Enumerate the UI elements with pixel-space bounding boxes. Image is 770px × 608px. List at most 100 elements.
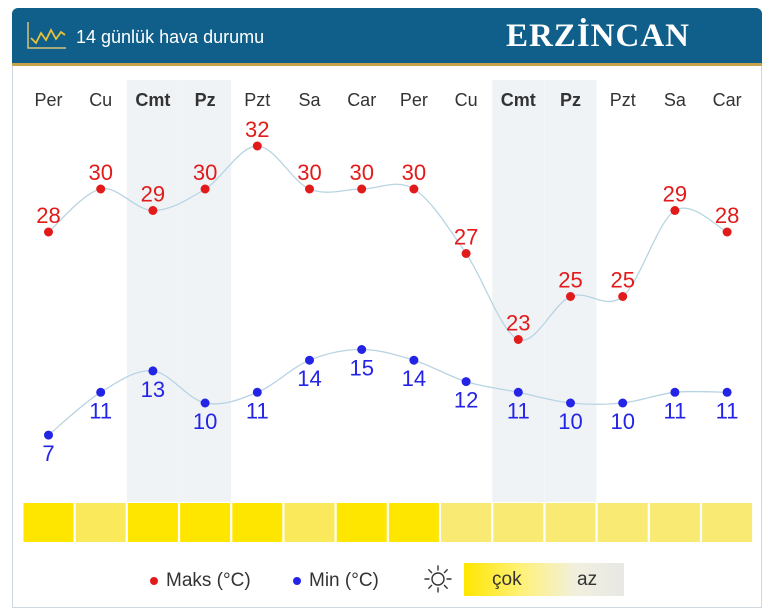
day-label: Per (34, 90, 62, 110)
day-label: Cmt (135, 90, 170, 110)
sunshine-cell (649, 503, 700, 542)
day-label: Pz (195, 90, 216, 110)
min-value-label: 14 (297, 366, 321, 391)
min-value-label: 13 (141, 377, 165, 402)
max-point (252, 141, 262, 151)
max-value-label: 28 (715, 203, 739, 228)
max-point (409, 184, 419, 194)
forecast-title: 14 günlük hava durumu (76, 27, 265, 47)
legend-min: Min (°C) (293, 570, 379, 592)
day-label: Pz (560, 90, 581, 110)
max-value-label: 30 (193, 160, 217, 185)
min-point (513, 387, 523, 397)
max-value-label: 28 (36, 203, 60, 228)
sunshine-cell (493, 503, 544, 542)
max-point (461, 249, 471, 258)
min-value-label: 7 (42, 441, 54, 466)
max-value-label: 30 (297, 160, 321, 185)
sunshine-cell (336, 503, 387, 542)
day-label: Pzt (244, 90, 270, 110)
max-point (96, 184, 106, 194)
min-point (200, 398, 210, 408)
scale-label-high: çok (492, 569, 522, 590)
sunshine-cell (23, 503, 74, 542)
sun-icon (424, 565, 452, 593)
min-value-label: 11 (507, 398, 530, 423)
sunshine-cell (702, 503, 753, 542)
min-point (148, 366, 158, 376)
max-value-label: 30 (402, 160, 426, 185)
min-point (252, 387, 262, 397)
weekend-column (544, 80, 597, 502)
legend-max-marker (150, 577, 158, 585)
sunshine-cell (284, 503, 335, 542)
city-name: ERZİNCAN (505, 18, 690, 54)
max-value-label: 25 (610, 268, 634, 293)
max-value-label: 23 (506, 311, 530, 336)
min-value-label: 10 (610, 409, 634, 434)
sunshine-cell (232, 503, 283, 542)
max-value-label: 27 (454, 225, 478, 250)
min-point (357, 345, 367, 354)
legend-min-marker (293, 577, 301, 585)
scale-label-low: az (577, 569, 598, 590)
sunshine-cell (441, 503, 492, 542)
day-label: Car (347, 90, 376, 110)
legend-max: Maks (°C) (150, 570, 251, 592)
min-point (670, 387, 680, 397)
sunshine-scale: çok az (464, 563, 624, 596)
max-value-label: 29 (141, 182, 165, 207)
day-label: Sa (298, 90, 321, 110)
max-point (618, 292, 628, 301)
line-chart-icon (27, 22, 66, 49)
min-point (44, 430, 53, 440)
max-value-label: 25 (558, 268, 582, 293)
sunshine-cell (545, 503, 596, 542)
min-value-label: 12 (454, 388, 478, 413)
max-value-label: 32 (245, 117, 269, 142)
header-bar: 14 günlük hava durumu ERZİNCAN (12, 8, 762, 66)
min-point (409, 355, 419, 365)
min-point (96, 387, 106, 397)
min-point (618, 398, 628, 408)
min-value-label: 11 (716, 398, 739, 423)
day-label: Sa (664, 90, 687, 110)
max-point (357, 184, 367, 194)
min-value-label: 11 (89, 398, 112, 423)
max-point (148, 206, 158, 215)
min-value-label: 15 (349, 356, 373, 381)
max-value-label: 30 (349, 160, 373, 185)
min-value-label: 11 (663, 398, 686, 423)
sunshine-cell (180, 503, 231, 542)
chart-legend: Maks (°C) Min (°C) çok az (0, 560, 770, 600)
day-label: Cmt (501, 90, 536, 110)
day-label: Cu (455, 90, 478, 110)
min-point (566, 398, 575, 408)
sunshine-cell (597, 503, 648, 542)
weekend-column (179, 80, 232, 502)
min-point (305, 355, 314, 365)
max-value-label: 29 (663, 182, 687, 207)
day-label: Car (713, 90, 742, 110)
legend-min-label: Min (°C) (309, 570, 379, 591)
min-value-label: 10 (193, 409, 217, 434)
min-point (722, 387, 732, 397)
max-point (722, 227, 732, 237)
weekend-column (492, 80, 545, 502)
legend-max-label: Maks (°C) (166, 570, 251, 591)
max-point (305, 184, 314, 194)
max-point (670, 206, 680, 215)
temperature-chart: Per Cu Cmt Pz Pzt Sa Car Per Cu Cmt Pz Pzt Sa Car 28 30… (23, 80, 753, 542)
day-label: Per (400, 90, 428, 110)
day-label: Cu (89, 90, 112, 110)
sunshine-cell (388, 503, 439, 542)
min-value-label: 10 (558, 409, 582, 434)
weekend-column (126, 80, 179, 502)
min-point (461, 377, 471, 387)
min-value-label: 14 (402, 366, 426, 391)
sunshine-cell (127, 503, 178, 542)
max-value-label: 30 (88, 160, 112, 185)
day-label: Pzt (610, 90, 636, 110)
max-point (513, 335, 523, 344)
sunshine-cell (75, 503, 126, 542)
